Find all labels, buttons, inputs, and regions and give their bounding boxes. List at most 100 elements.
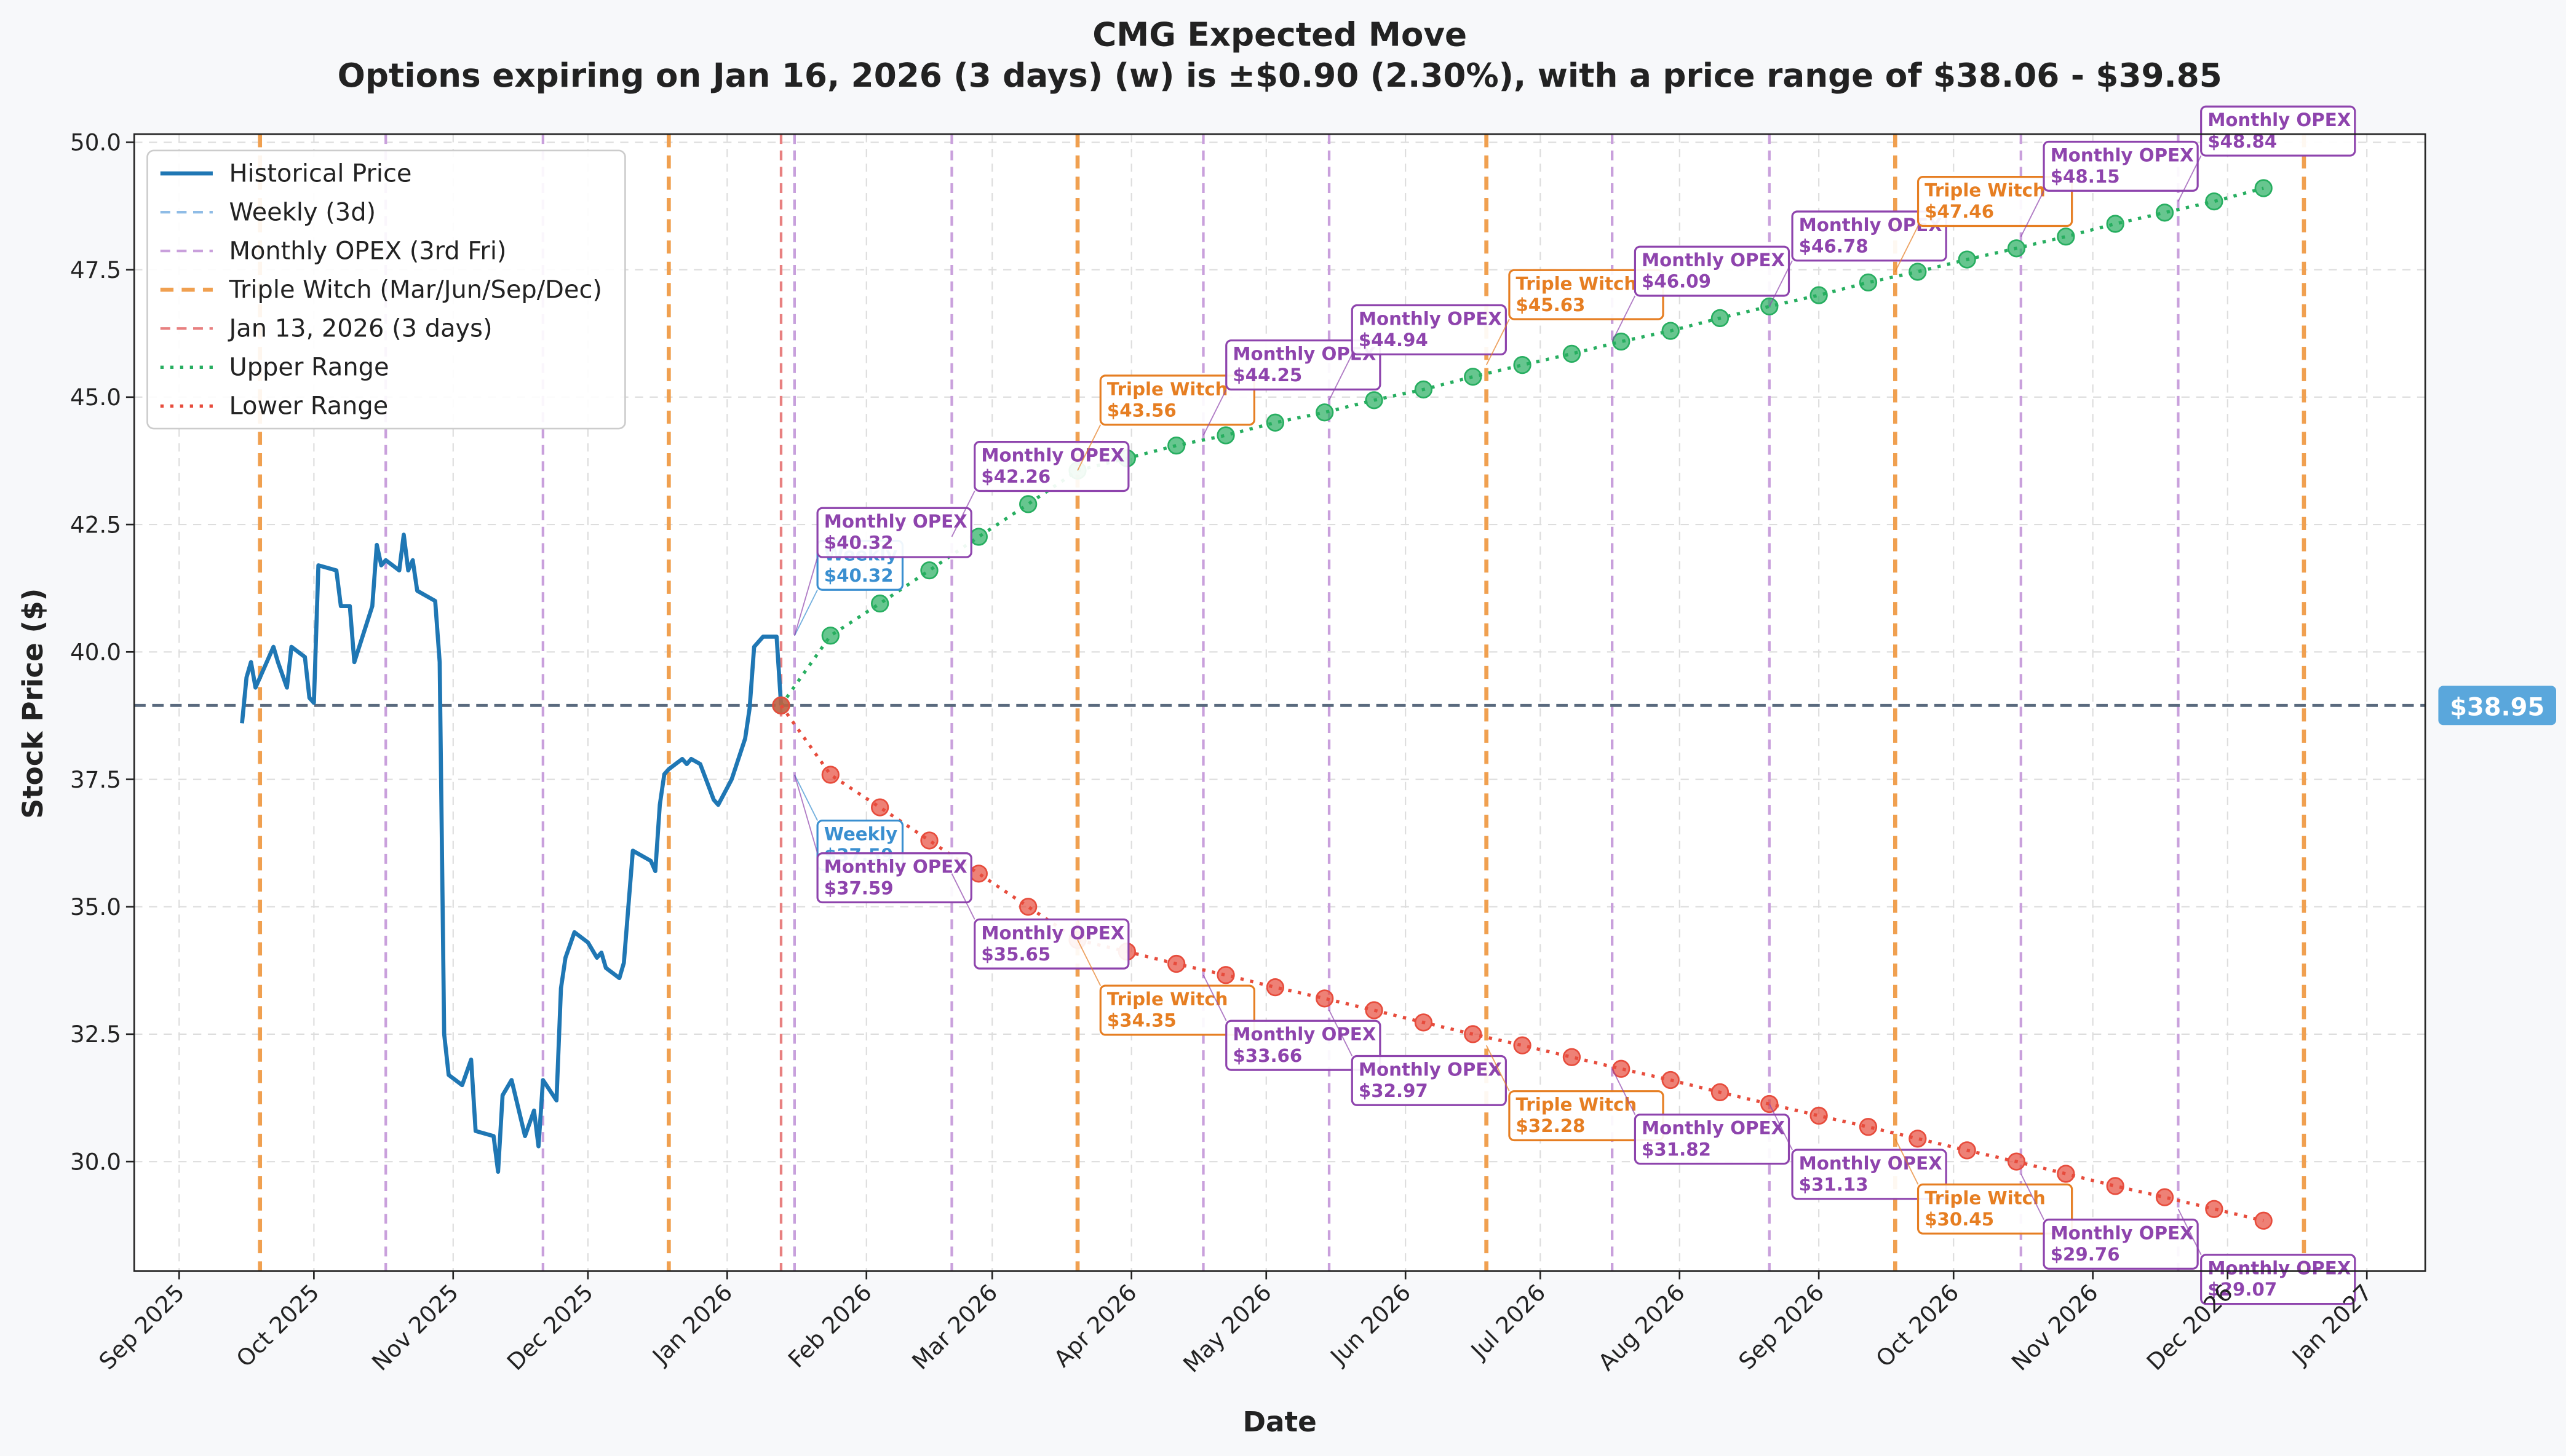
y-tick-label: 37.5	[70, 766, 121, 793]
annotation-box	[816, 852, 972, 904]
range-point	[1365, 391, 1383, 410]
x-axis-label: Date	[1243, 1406, 1317, 1438]
legend-label: Triple Witch (Mar/Jun/Sep/Dec)	[229, 276, 602, 304]
range-point	[1414, 380, 1433, 399]
annotation-leader	[1329, 354, 1353, 401]
annotation-leader	[794, 589, 818, 636]
range-point	[969, 865, 988, 883]
range-point	[1562, 344, 1581, 363]
chart-title: CMG Expected Move	[1092, 15, 1467, 53]
annotation-label: Monthly OPEX	[2051, 1222, 2194, 1243]
range-point	[1710, 1083, 1730, 1102]
range-point	[1167, 436, 1186, 455]
annotation-leader	[1202, 389, 1227, 436]
current-price-badge	[2438, 686, 2557, 726]
annotation-box	[1351, 1054, 1507, 1106]
annotation-label: Triple Witch	[1516, 1094, 1637, 1115]
annotation-leader	[2177, 1208, 2202, 1256]
range-point	[1909, 1130, 1927, 1148]
range-point	[2205, 1200, 2223, 1218]
annotation-leader	[1485, 318, 1510, 366]
range-point	[821, 627, 840, 645]
range-point	[871, 594, 889, 613]
annotation-box	[816, 507, 972, 558]
range-point	[1760, 1094, 1779, 1114]
annotation-leader	[951, 491, 975, 537]
plot-frame	[133, 133, 2426, 1272]
annotation-value: $47.46	[1924, 201, 1994, 222]
range-point	[1562, 1048, 1581, 1066]
annotation-label: Monthly OPEX	[981, 445, 1124, 466]
range-point	[1414, 1013, 1433, 1032]
annotation-label: Monthly OPEX	[1642, 1118, 1785, 1139]
range-point	[2155, 1188, 2174, 1206]
range-point	[1958, 250, 1976, 269]
range-point	[1266, 413, 1285, 432]
annotation-box	[2200, 105, 2356, 157]
range-point	[2254, 179, 2273, 197]
range-point	[969, 528, 988, 546]
annotation-label: Triple Witch	[1107, 989, 1228, 1010]
annotation-value: $40.32	[824, 532, 894, 553]
annotation-label: Monthly OPEX	[2207, 109, 2351, 130]
annotation-label: Monthly OPEX	[1799, 1153, 1942, 1174]
range-point	[1513, 356, 1531, 374]
range-point	[1019, 898, 1038, 916]
range-point	[1266, 978, 1285, 997]
range-point	[1661, 1070, 1680, 1090]
legend-box	[146, 149, 626, 430]
annotation-value: $34.35	[1107, 1010, 1177, 1031]
range-point	[1909, 263, 1927, 281]
annotation-value: $30.45	[1924, 1209, 1994, 1230]
annotation-leader	[2020, 1173, 2044, 1220]
annotation-box	[1099, 984, 1255, 1036]
annotation-box	[2200, 1254, 2356, 1305]
annotation-box	[1917, 176, 2073, 228]
range-point	[2007, 239, 2026, 258]
annotation-box	[1225, 339, 1381, 391]
annotation-leader	[1894, 1138, 1919, 1185]
legend-label: Weekly (3d)	[229, 198, 376, 226]
annotation-label: Monthly OPEX	[1359, 308, 1502, 329]
annotation-leader	[1768, 260, 1793, 307]
y-axis-label: Stock Price ($)	[17, 588, 49, 819]
annotation-value: $29.76	[2051, 1244, 2120, 1265]
range-point	[772, 696, 790, 714]
y-tick-label: 47.5	[70, 256, 121, 283]
range-point	[1316, 403, 1334, 422]
annotation-box	[2043, 140, 2199, 192]
annotation-label: Monthly OPEX	[981, 922, 1124, 943]
annotation-leader	[1077, 424, 1102, 471]
range-point	[1019, 495, 1038, 513]
annotation-value: $42.26	[981, 466, 1051, 487]
annotation-box	[1351, 304, 1507, 355]
annotation-value: $44.94	[1359, 330, 1428, 350]
y-tick-label: 45.0	[70, 384, 121, 411]
range-point	[1859, 273, 1878, 292]
series-line	[240, 532, 784, 1174]
annotation-leader	[1611, 295, 1636, 342]
range-point	[2057, 228, 2075, 246]
annotation-value: $46.09	[1642, 271, 1711, 292]
range-point	[1217, 966, 1235, 984]
legend-label: Upper Range	[229, 354, 389, 382]
range-point	[1809, 286, 1828, 304]
legend-label: Monthly OPEX (3rd Fri)	[229, 237, 507, 265]
y-tick-label: 32.5	[70, 1021, 121, 1048]
legend: Historical Price Weekly (3d) Monthly OPEX …	[146, 149, 626, 430]
annotation-leader	[793, 556, 819, 636]
annotation-value: $48.15	[2051, 166, 2120, 187]
y-tick-label: 50.0	[70, 129, 121, 156]
annotation-value: $31.13	[1799, 1174, 1869, 1195]
annotation-leader	[1329, 1010, 1353, 1056]
annotation-value: $43.56	[1107, 400, 1177, 421]
range-point	[1859, 1118, 1878, 1136]
annotation-label: Monthly OPEX	[1359, 1059, 1502, 1080]
range-point	[1167, 954, 1186, 973]
annotation-leader	[793, 774, 819, 854]
chart-subtitle: Options expiring on Jan 16, 2026 (3 days…	[338, 57, 2222, 95]
annotation-box	[1791, 210, 1947, 262]
